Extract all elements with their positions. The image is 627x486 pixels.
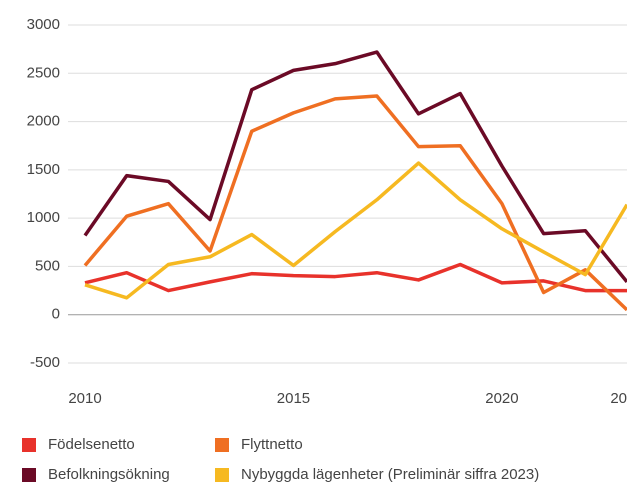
series-line xyxy=(84,161,627,300)
x-tick-label: 2010 xyxy=(68,390,101,407)
y-tick-label: 500 xyxy=(35,257,60,274)
x-tick-label: 2023 xyxy=(610,390,627,407)
series-line xyxy=(83,50,627,283)
legend-swatch xyxy=(22,468,36,482)
legend-swatch xyxy=(215,468,229,482)
y-tick-label: 2500 xyxy=(27,64,60,81)
x-tick-label: 2020 xyxy=(485,390,518,407)
y-tick-label: 2000 xyxy=(27,113,60,130)
y-tick-label: 1000 xyxy=(27,209,60,226)
legend-swatch xyxy=(22,438,36,452)
legend-label: Födelsenetto xyxy=(48,436,135,453)
y-tick-label: -500 xyxy=(30,354,60,371)
legend-label: Flyttnetto xyxy=(241,436,303,453)
y-tick-label: 0 xyxy=(52,306,60,323)
x-tick-label: 2015 xyxy=(277,390,310,407)
series-line xyxy=(83,94,627,312)
series-line xyxy=(84,262,627,293)
legend-label: Nybyggda lägenheter (Preliminär siffra 2… xyxy=(241,466,539,483)
legend-label: Befolkningsökning xyxy=(48,466,170,483)
legend-swatch xyxy=(215,438,229,452)
y-tick-label: 3000 xyxy=(27,16,60,33)
y-tick-label: 1500 xyxy=(27,161,60,178)
